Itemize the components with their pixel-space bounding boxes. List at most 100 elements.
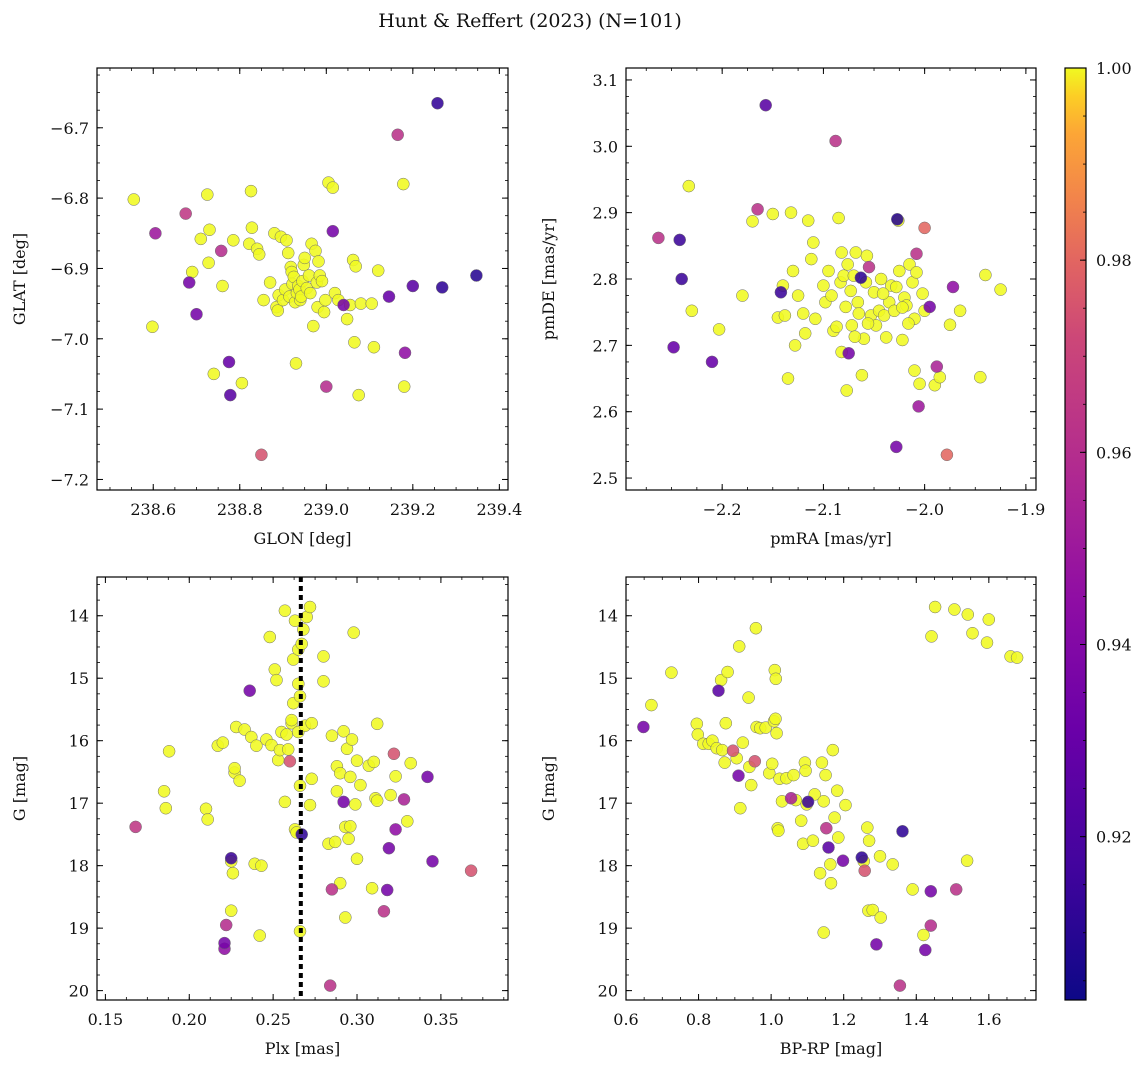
data-point (326, 181, 340, 194)
y-tick-label: 17 (598, 794, 618, 813)
data-point (207, 367, 221, 381)
data-point (751, 203, 764, 216)
x-tick-label: 239.4 (476, 500, 522, 519)
data-point (982, 613, 996, 626)
data-point (682, 179, 696, 193)
data-point (772, 824, 785, 837)
data-point (916, 287, 929, 300)
data-point (770, 726, 783, 740)
data-point (227, 234, 240, 247)
data-point (283, 755, 297, 768)
data-point (665, 666, 678, 679)
x-tick-label: 238.8 (217, 500, 263, 519)
data-point (370, 717, 384, 731)
data-point (769, 712, 782, 726)
data-point (819, 768, 832, 782)
data-point (862, 834, 876, 847)
data-point (179, 207, 192, 220)
data-point (325, 729, 339, 742)
data-point (350, 852, 364, 866)
data-point (809, 312, 822, 326)
data-point (736, 736, 750, 749)
x-tick-label: 239.0 (303, 500, 349, 519)
data-point (226, 866, 240, 880)
data-point (832, 831, 845, 844)
data-point (421, 770, 434, 784)
data-point (784, 791, 798, 805)
data-point (667, 341, 680, 354)
data-point (224, 904, 238, 917)
data-point (759, 98, 772, 112)
data-point (270, 673, 283, 687)
data-point (224, 851, 238, 865)
data-point (786, 264, 800, 278)
colorbar-tick-label: 0.94 (1096, 635, 1132, 654)
data-point (349, 798, 362, 811)
x-tick-label: 1.2 (831, 1010, 856, 1029)
data-point (820, 821, 833, 835)
data-point (219, 918, 233, 932)
data-point (817, 795, 830, 808)
x-tick-label: 0.20 (171, 1010, 207, 1029)
data-point (216, 736, 230, 749)
data-point (245, 221, 259, 234)
data-point (910, 266, 923, 279)
data-point (330, 785, 344, 798)
panel-4: 0.6 0.8 1.0 1.2 1.4 1.6 14 15 16 17 18 19 20 BP-RP [m… (539, 576, 1037, 1058)
data-point (906, 883, 919, 896)
data-point (367, 340, 381, 354)
data-point (924, 919, 938, 932)
data-point (805, 252, 818, 266)
colorbar-tick-label: 0.96 (1096, 443, 1132, 462)
data-point (224, 388, 237, 402)
data-point (858, 864, 871, 877)
data-point (253, 929, 266, 942)
data-point (149, 227, 162, 240)
data-point (244, 184, 258, 198)
data-point (862, 260, 876, 274)
panel-3: 0.15 0.20 0.25 0.30 0.35 14 15 16 17 18 19 20 Plx [m… (10, 576, 509, 1058)
data-point (787, 768, 800, 782)
y-tick-label: 15 (598, 669, 618, 688)
panel-1: 238.6 238.8 239.0 239.2 239.4 −7.2 −7.1 −7.0 −6.… (10, 67, 522, 548)
data-point (289, 357, 303, 370)
y-tick-label: 14 (69, 607, 89, 626)
data-point (923, 300, 936, 314)
data-point (732, 769, 745, 782)
data-point (749, 621, 763, 635)
colorbar-tick-label: 0.92 (1096, 828, 1132, 847)
data-point (845, 319, 859, 332)
data-point (891, 213, 904, 226)
data-point (855, 851, 869, 864)
data-point (953, 304, 967, 318)
y-tick-label: 20 (598, 982, 618, 1001)
data-point (652, 231, 665, 245)
data-point (252, 248, 266, 261)
data-point (162, 745, 176, 758)
data-point (309, 244, 322, 258)
data-point (974, 370, 987, 384)
data-point (925, 630, 938, 643)
data-point (397, 177, 410, 191)
data-point (948, 603, 961, 616)
data-point (159, 801, 173, 815)
data-point (824, 858, 837, 871)
data-point (799, 764, 812, 777)
data-point (836, 854, 850, 867)
data-point (807, 236, 820, 249)
colorbar: 0.92 0.94 0.96 0.98 1.00 (1064, 59, 1132, 1001)
data-point (726, 744, 740, 757)
data-point (202, 256, 215, 270)
data-point (877, 309, 891, 322)
x-tick-label: 0.15 (88, 1010, 124, 1029)
data-point (194, 232, 208, 246)
data-point (380, 883, 394, 897)
data-point (470, 269, 483, 282)
data-point (896, 301, 909, 314)
data-point (320, 380, 333, 393)
data-point (317, 650, 330, 663)
data-point (203, 223, 216, 237)
x-tick-label: −2.1 (804, 500, 843, 519)
data-point (825, 289, 838, 302)
